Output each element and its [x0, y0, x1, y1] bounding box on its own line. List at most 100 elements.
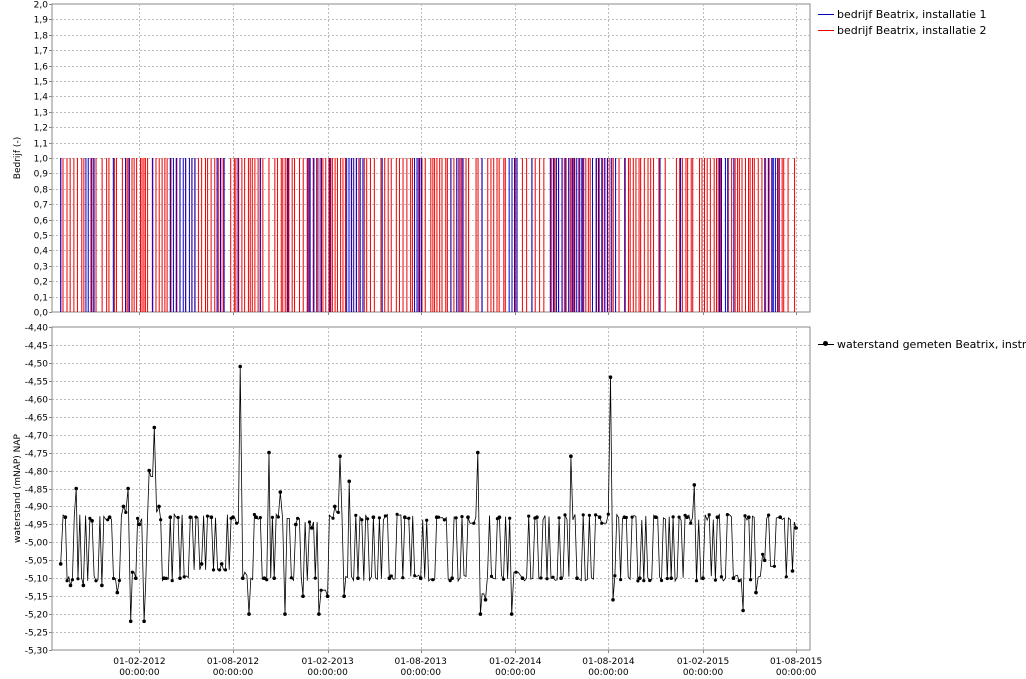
legend-label-waterstand: waterstand gemeten Beatrix, instroom [837, 338, 1026, 351]
waterstand-marker [389, 574, 393, 578]
legend-marker-waterstand [823, 341, 828, 346]
x-tick-label-date: 01-02-2014 [489, 657, 542, 667]
y-tick-label: 0,2 [34, 278, 48, 288]
waterstand-marker [211, 568, 216, 572]
waterstand-marker [235, 521, 239, 525]
y-tick-label: -4,95 [25, 521, 48, 531]
waterstand-point [188, 515, 193, 519]
y-tick-label: 0,4 [34, 247, 49, 257]
waterstand-marker [136, 516, 140, 521]
waterstand-marker [563, 513, 567, 517]
waterstand-point [778, 515, 782, 519]
waterstand-marker [772, 564, 777, 568]
y-tick-label: 1,9 [34, 16, 49, 26]
x-tick-label-time: 00:00:00 [495, 668, 536, 678]
waterstand-marker [223, 568, 228, 572]
waterstand-point [715, 515, 720, 519]
y-tick-label: -5,15 [25, 593, 48, 603]
x-tick-label-date: 01-08-2012 [207, 657, 259, 667]
x-tick-label-date: 01-02-2013 [301, 657, 353, 667]
y-tick-label: 1,7 [34, 47, 48, 57]
waterstand-markers [58, 364, 798, 624]
waterstand-point [608, 375, 613, 380]
waterstand-marker [694, 579, 699, 583]
waterstand-point [762, 558, 767, 563]
waterstand-marker [94, 579, 98, 583]
waterstand-marker [442, 518, 446, 522]
waterstand-point [68, 583, 73, 588]
waterstand-point [434, 515, 439, 519]
waterstand-marker [600, 521, 604, 525]
y-tick-label: 0,0 [34, 309, 49, 319]
waterstand-point [126, 486, 130, 491]
waterstand-point [152, 425, 157, 430]
waterstand-point [301, 594, 305, 598]
waterstand-point [418, 576, 423, 580]
waterstand-point [333, 504, 337, 509]
waterstand-point [262, 576, 267, 580]
waterstand-marker [289, 576, 293, 580]
waterstand-point [466, 515, 470, 519]
waterstand-point [325, 594, 330, 598]
y-tick-label: 1,1 [34, 140, 48, 150]
waterstand-marker [557, 516, 561, 520]
waterstand-marker [319, 588, 323, 592]
y-tick-label: 0,8 [34, 186, 49, 196]
y-tick-label: -4,85 [25, 486, 48, 496]
waterstand-marker [514, 570, 518, 574]
waterstand-marker [454, 516, 458, 520]
x-tick-label-date: 01-08-2013 [395, 657, 447, 667]
waterstand-point [90, 519, 94, 523]
y-tick-label: 0,9 [34, 170, 49, 180]
waterstand-marker [366, 517, 370, 521]
waterstand-marker [737, 579, 741, 583]
waterstand-marker [613, 574, 617, 578]
y-tick-label: -4,40 [25, 324, 49, 334]
waterstand-point [309, 526, 314, 530]
waterstand-point [134, 576, 138, 580]
waterstand-marker [194, 515, 198, 519]
waterstand-marker [336, 510, 340, 514]
waterstand-point [272, 576, 277, 580]
legend-swatch-installatie-1 [818, 14, 834, 15]
waterstand-point [247, 612, 251, 616]
waterstand-marker [413, 574, 417, 578]
y-tick-label: 1,8 [34, 32, 49, 42]
waterstand-marker [88, 516, 92, 521]
waterstand-marker [551, 575, 555, 579]
waterstand-point [342, 594, 346, 598]
waterstand-marker [636, 579, 640, 583]
waterstand-point [747, 515, 751, 519]
waterstand-marker [130, 570, 134, 574]
y-tick-label: 2,0 [34, 1, 49, 11]
waterstand-marker [659, 578, 664, 583]
waterstand-marker [725, 513, 730, 517]
waterstand-point [157, 504, 161, 509]
top-legend: bedrijf Beatrix, installatie 1 bedrijf B… [818, 8, 1023, 48]
y-tick-label: 0,7 [34, 201, 48, 211]
waterstand-marker [630, 515, 634, 519]
x-tick-label-time: 00:00:00 [683, 668, 724, 678]
waterstand-point [692, 483, 697, 487]
y-tick-label: -5,05 [25, 557, 48, 567]
waterstand-point [597, 515, 602, 519]
x-tick-label-time: 00:00:00 [776, 668, 817, 678]
waterstand-marker [539, 576, 543, 580]
y-tick-label: 0,1 [34, 294, 48, 304]
waterstand-marker [713, 578, 718, 582]
waterstand-marker [205, 514, 210, 518]
waterstand-point [178, 576, 182, 580]
waterstand-point [267, 450, 271, 455]
waterstand-point [219, 562, 224, 566]
waterstand-point [790, 569, 795, 573]
y-tick-label: 0,3 [34, 263, 48, 273]
bottom-legend: waterstand gemeten Beatrix, instroom [818, 338, 1026, 358]
x-tick-label-time: 00:00:00 [213, 668, 254, 678]
waterstand-point [483, 598, 488, 602]
waterstand-point [294, 522, 298, 527]
waterstand-point [509, 612, 514, 616]
waterstand-point [754, 590, 758, 595]
y-tick-label: -4,60 [25, 396, 49, 406]
waterstand-point [241, 576, 245, 580]
waterstand-marker [252, 512, 256, 517]
